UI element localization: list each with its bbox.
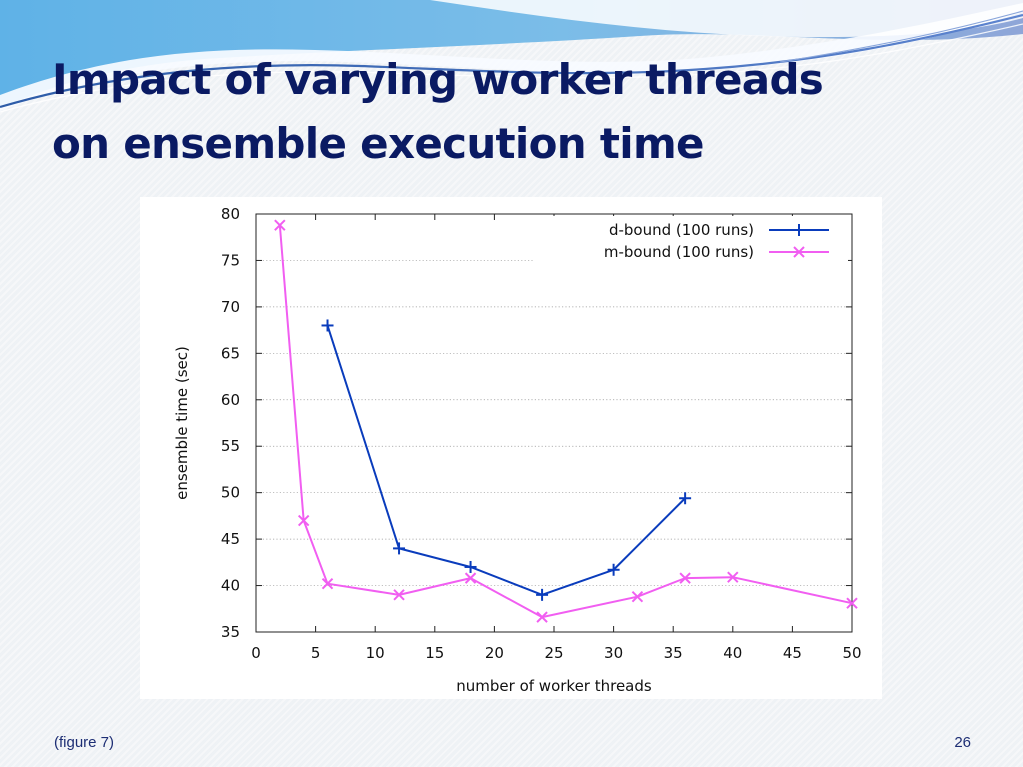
slide-title: Impact of varying worker threads on ense… [52,48,912,176]
m-bound-point-9-b [846,597,858,609]
y-tick-label: 70 [221,298,240,316]
m-bound-legend-marker-b [793,246,805,258]
y-axis-label: ensemble time (sec) [173,346,191,500]
x-tick-label: 0 [251,644,261,662]
d-bound-series-line [326,324,687,596]
m-bound-point-8-b [727,571,739,583]
x-tick-label: 5 [311,644,321,662]
x-tick-label: 40 [723,644,742,662]
header-wave-decoration [0,0,1023,113]
x-tick-label: 50 [842,644,861,662]
y-tick-label: 55 [221,437,240,455]
y-tick-label: 80 [221,205,240,223]
y-tick-label: 65 [221,344,240,362]
m-bound-point-1-b [297,514,310,527]
m-bound-point-7-b [679,572,691,584]
plot-area-background [256,214,852,632]
figure-caption: (figure 7) [54,734,115,751]
x-tick-label: 15 [425,644,444,662]
y-tick-label: 75 [221,251,240,269]
x-tick-label: 45 [783,644,802,662]
y-tick-label: 60 [221,391,240,409]
m-bound-point-2-b [321,577,334,590]
chart-panel: 0 5 10 15 20 25 30 35 40 45 50 35 40 45 50 55 60 65 70 75 80… [140,197,882,699]
m-bound-point-3-b [393,589,405,601]
y-tick-label: 35 [221,623,240,641]
m-bound-point-0-b [274,219,286,231]
slide-title-line-2: on ensemble execution time [52,119,705,168]
line-chart: 0 5 10 15 20 25 30 35 40 45 50 35 40 45 50 55 60 65 70 75 80… [173,205,862,695]
y-tick-label: 50 [221,484,240,502]
x-tick-label: 25 [544,644,563,662]
y-tick-label: 40 [221,577,240,595]
y-tick-label: 45 [221,530,240,548]
page-number: 26 [954,734,971,751]
d-bound-legend-label: d-bound (100 runs) [609,221,754,239]
m-bound-point-5-b [536,611,548,623]
x-tick-label: 35 [664,644,683,662]
m-bound-legend-label: m-bound (100 runs) [604,243,754,261]
slide-title-line-1: Impact of varying worker threads [52,55,824,104]
m-bound-series-line [278,224,853,619]
m-bound-point-6-b [631,590,644,603]
x-axis-label: number of worker threads [456,677,652,695]
x-tick-label: 20 [485,644,504,662]
x-tick-label: 30 [604,644,623,662]
m-bound-point-4-b [464,572,477,584]
x-tick-label: 10 [366,644,385,662]
